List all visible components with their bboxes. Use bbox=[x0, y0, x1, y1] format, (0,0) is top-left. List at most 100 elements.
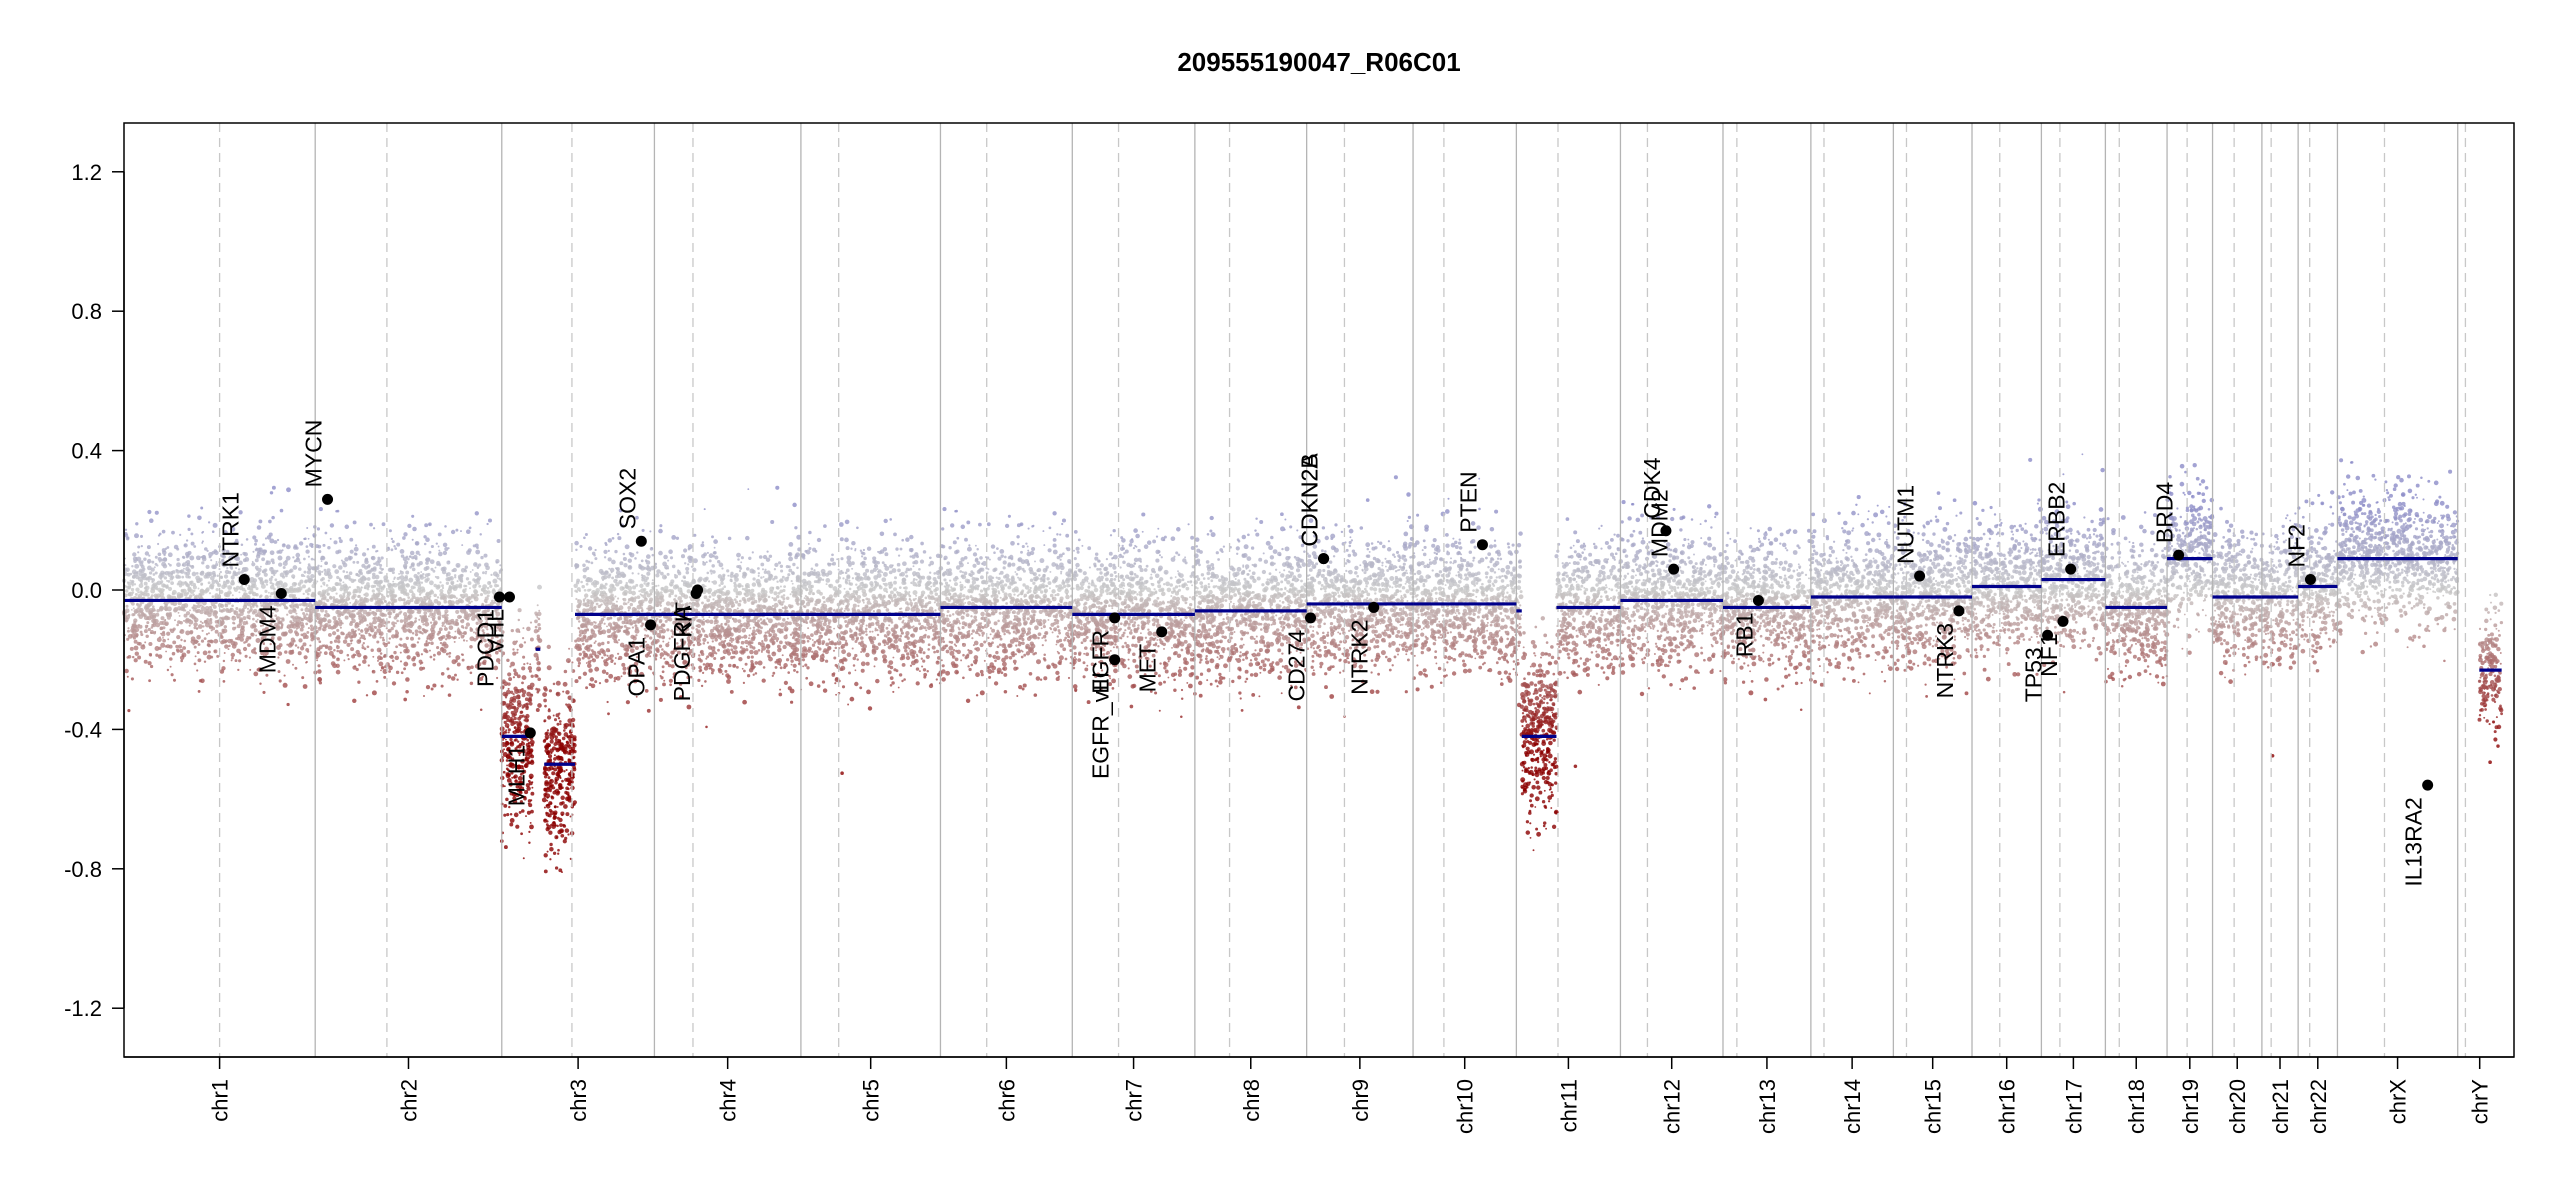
probe-point bbox=[190, 584, 193, 587]
probe-point bbox=[494, 583, 498, 588]
probe-point bbox=[418, 590, 423, 594]
probe-point bbox=[411, 567, 416, 572]
probe-point bbox=[562, 681, 568, 687]
probe-point bbox=[580, 624, 583, 627]
probe-point bbox=[466, 665, 471, 671]
probe-point bbox=[529, 637, 534, 642]
probe-point bbox=[253, 671, 259, 677]
probe-point bbox=[748, 637, 750, 640]
probe-point bbox=[372, 566, 377, 571]
probe-point bbox=[336, 645, 340, 650]
probe-point bbox=[575, 590, 579, 593]
probe-point bbox=[562, 690, 565, 693]
probe-point bbox=[743, 669, 746, 673]
probe-point bbox=[423, 615, 427, 619]
probe-point bbox=[562, 824, 567, 828]
probe-point bbox=[413, 586, 416, 589]
probe-point bbox=[233, 587, 236, 590]
probe-point bbox=[407, 523, 412, 529]
probe-point bbox=[761, 568, 765, 571]
probe-point bbox=[164, 619, 167, 622]
probe-point bbox=[342, 570, 346, 573]
probe-point bbox=[537, 622, 541, 627]
probe-point bbox=[509, 737, 513, 742]
probe-point bbox=[159, 606, 163, 609]
probe-point bbox=[136, 570, 139, 574]
probe-point bbox=[394, 655, 400, 661]
probe-point bbox=[200, 506, 204, 510]
probe-point bbox=[195, 555, 201, 561]
probe-point bbox=[582, 574, 587, 579]
probe-point bbox=[280, 625, 284, 628]
probe-point bbox=[425, 639, 428, 642]
probe-point bbox=[560, 795, 565, 801]
probe-point bbox=[517, 608, 522, 613]
probe-point bbox=[469, 587, 471, 590]
probe-point bbox=[356, 586, 361, 590]
probe-point bbox=[408, 577, 414, 583]
probe-point bbox=[169, 657, 173, 661]
probe-point bbox=[606, 616, 611, 621]
probe-point bbox=[606, 700, 609, 704]
probe-point bbox=[529, 621, 533, 624]
probe-point bbox=[788, 556, 793, 562]
probe-point bbox=[133, 645, 139, 651]
probe-point bbox=[436, 584, 441, 589]
probe-point bbox=[167, 638, 170, 641]
probe-point bbox=[458, 583, 463, 587]
probe-point bbox=[324, 626, 327, 629]
probe-point bbox=[134, 651, 139, 656]
probe-point bbox=[647, 604, 653, 610]
probe-point bbox=[256, 525, 262, 530]
probe-point bbox=[577, 661, 581, 665]
probe-point bbox=[344, 524, 350, 530]
probe-point bbox=[751, 551, 754, 554]
probe-point bbox=[292, 663, 294, 666]
probe-point bbox=[516, 699, 522, 705]
probe-point bbox=[634, 557, 637, 560]
probe-point bbox=[701, 627, 704, 631]
probe-point bbox=[161, 561, 167, 567]
probe-point bbox=[636, 551, 639, 554]
probe-point bbox=[302, 584, 306, 589]
probe-point bbox=[132, 636, 137, 640]
probe-point bbox=[303, 557, 306, 561]
probe-point bbox=[252, 578, 258, 583]
probe-point bbox=[310, 638, 314, 642]
probe-point bbox=[643, 634, 647, 637]
probe-point bbox=[251, 562, 256, 567]
probe-point bbox=[736, 607, 739, 610]
probe-point bbox=[151, 605, 155, 609]
probe-point bbox=[175, 576, 178, 579]
probe-point bbox=[611, 559, 616, 565]
probe-point bbox=[149, 604, 152, 607]
probe-point bbox=[150, 594, 154, 597]
probe-point bbox=[265, 562, 269, 566]
probe-point bbox=[300, 617, 305, 622]
probe-point bbox=[290, 615, 294, 619]
probe-point bbox=[636, 604, 642, 610]
probe-point bbox=[608, 587, 613, 593]
probe-point bbox=[388, 665, 393, 671]
probe-point bbox=[195, 572, 199, 575]
probe-point bbox=[594, 548, 597, 552]
probe-point bbox=[349, 601, 352, 604]
probe-point bbox=[482, 571, 485, 575]
probe-point bbox=[299, 646, 305, 651]
probe-point bbox=[518, 720, 522, 724]
probe-point bbox=[549, 784, 553, 788]
probe-point bbox=[444, 625, 446, 628]
probe-point bbox=[598, 652, 602, 656]
probe-point bbox=[376, 600, 381, 605]
probe-point bbox=[403, 661, 409, 667]
probe-point bbox=[317, 592, 321, 595]
probe-point bbox=[340, 598, 345, 603]
probe-point bbox=[238, 591, 241, 594]
probe-point bbox=[317, 669, 322, 674]
probe-point bbox=[510, 710, 515, 715]
probe-point bbox=[707, 609, 711, 613]
probe-point bbox=[140, 610, 144, 614]
probe-point bbox=[199, 572, 203, 576]
probe-point bbox=[590, 561, 594, 565]
